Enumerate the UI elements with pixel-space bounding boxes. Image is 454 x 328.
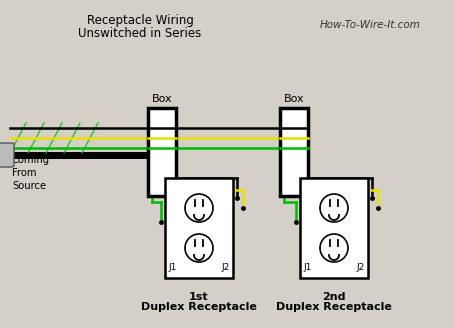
Text: How-To-Wire-It.com: How-To-Wire-It.com	[320, 20, 420, 30]
Bar	[280, 108, 308, 196]
Text: 2nd: 2nd	[322, 292, 346, 302]
FancyBboxPatch shape	[0, 143, 14, 167]
Text: Receptacle Wiring: Receptacle Wiring	[87, 14, 193, 27]
Bar	[165, 178, 233, 278]
Text: J2: J2	[357, 263, 365, 272]
Text: J1: J1	[168, 263, 176, 272]
Bar	[300, 178, 368, 278]
Text: J2: J2	[222, 263, 230, 272]
Text: Unswitched in Series: Unswitched in Series	[79, 27, 202, 40]
Circle shape	[185, 234, 213, 262]
Bar	[148, 108, 176, 196]
Text: Duplex Receptacle: Duplex Receptacle	[276, 302, 392, 312]
Text: Box: Box	[284, 94, 304, 104]
Text: Duplex Receptacle: Duplex Receptacle	[141, 302, 257, 312]
Circle shape	[320, 234, 348, 262]
Text: Coming
From
Source: Coming From Source	[12, 155, 50, 191]
Circle shape	[320, 194, 348, 222]
Text: Box: Box	[152, 94, 173, 104]
Circle shape	[185, 194, 213, 222]
Text: 1st: 1st	[189, 292, 209, 302]
Text: J1: J1	[303, 263, 311, 272]
